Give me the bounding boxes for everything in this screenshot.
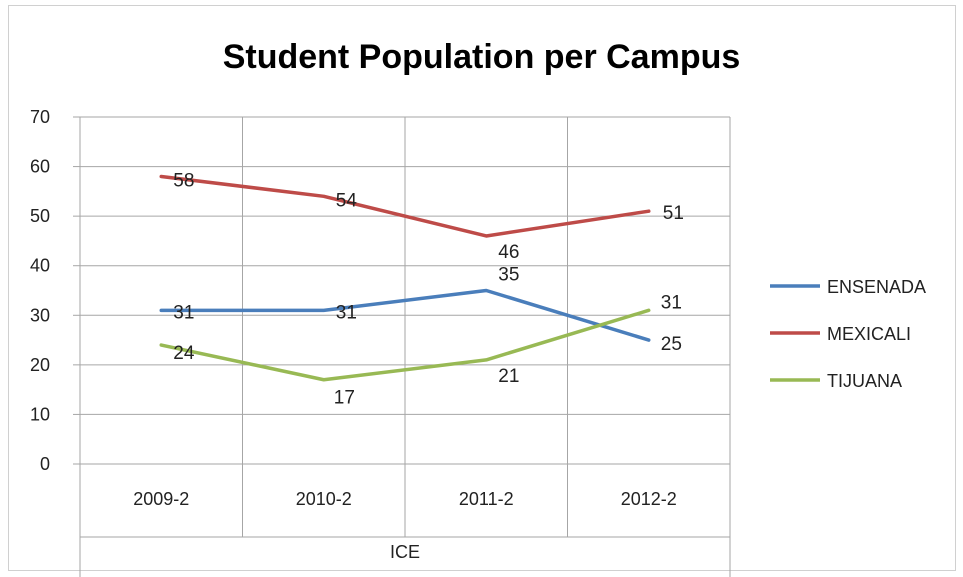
x-tick-label: 2009-2: [133, 489, 189, 509]
data-label-tijuana: 24: [173, 343, 195, 364]
y-tick-label: 30: [30, 305, 50, 325]
x-group-label: ICE: [390, 542, 420, 562]
y-tick-label: 60: [30, 157, 50, 177]
x-axis-ticks: 2009-2 2010-2 2011-2 2012-2 ICE: [133, 489, 677, 562]
axes: [73, 116, 730, 538]
series-line-ensenada: [159, 288, 651, 342]
data-label-tijuana: 31: [661, 292, 682, 313]
x-tick-label: 2010-2: [296, 489, 352, 509]
legend-label: MEXICALI: [827, 324, 911, 344]
data-label-ensenada: 25: [661, 334, 682, 355]
series-line-mexicali: [159, 174, 651, 238]
data-label-ensenada: 31: [173, 302, 194, 323]
x-tick-label: 2011-2: [459, 489, 514, 509]
y-axis-ticks: 0 10 20 30 40 50 60 70: [30, 107, 50, 474]
legend: ENSENADA MEXICALI TIJUANA: [770, 277, 926, 391]
chart-frame: [8, 5, 956, 571]
data-label-ensenada: 31: [336, 302, 357, 323]
legend-label: ENSENADA: [827, 277, 926, 297]
data-label-ensenada: 35: [498, 265, 519, 286]
legend-label: TIJUANA: [827, 371, 902, 391]
y-tick-label: 70: [30, 107, 50, 127]
series-line-tijuana: [159, 308, 651, 382]
y-tick-label: 20: [30, 355, 50, 375]
series-lines: [159, 174, 651, 382]
data-label-mexicali: 51: [663, 203, 684, 224]
data-label-tijuana: 17: [334, 388, 355, 409]
chart-title: Student Population per Campus: [222, 38, 741, 76]
data-label-mexicali: 46: [498, 242, 519, 263]
x-tick-label: 2012-2: [621, 489, 677, 509]
data-label-mexicali: 54: [336, 190, 358, 211]
data-labels: 31 31 35 25 58 54 46 51 24 17 21 31: [173, 170, 684, 408]
y-tick-label: 10: [30, 404, 50, 424]
y-tick-label: 0: [40, 454, 50, 474]
y-tick-label: 40: [30, 256, 50, 276]
data-label-mexicali: 58: [173, 170, 194, 191]
data-label-tijuana: 21: [498, 366, 519, 387]
y-tick-label: 50: [30, 206, 50, 226]
